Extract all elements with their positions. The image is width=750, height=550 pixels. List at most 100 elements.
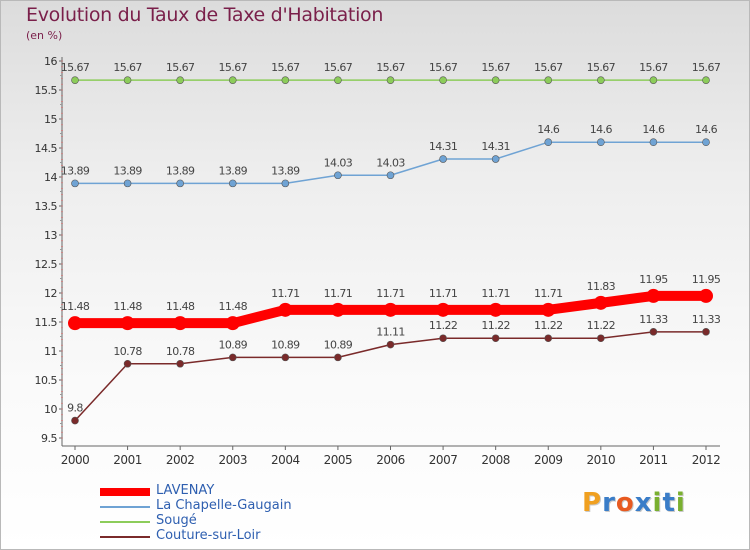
y-tick-label: 15: [44, 113, 57, 126]
y-tick-label: 13.5: [35, 200, 58, 213]
data-point-lavenay: [383, 302, 398, 317]
data-label-lavenay: 11.48: [166, 300, 195, 313]
x-tick-label: 2010: [587, 453, 616, 467]
y-tick-label: 15.5: [35, 84, 58, 97]
data-label-couture-sur-loir: 11.33: [639, 313, 668, 326]
data-point-lavenay: [488, 302, 503, 317]
data-label-couture-sur-loir: 11.11: [376, 326, 405, 339]
data-point-la-chapelle-gaugain: [228, 179, 237, 188]
data-point-la-chapelle-gaugain: [702, 138, 710, 146]
data-point-souge: [334, 76, 342, 84]
data-label-la-chapelle-gaugain: 14.6: [642, 123, 665, 136]
data-label-la-chapelle-gaugain: 14.6: [695, 123, 718, 136]
data-label-lavenay: 11.95: [692, 273, 721, 286]
data-label-couture-sur-loir: 11.33: [692, 313, 721, 326]
y-tick-label: 10: [44, 403, 57, 416]
data-label-la-chapelle-gaugain: 13.89: [166, 164, 195, 177]
data-label-la-chapelle-gaugain: 14.03: [324, 156, 353, 169]
data-label-souge: 15.67: [324, 61, 353, 74]
data-point-la-chapelle-gaugain: [597, 138, 605, 146]
data-point-lavenay: [593, 295, 608, 310]
data-point-lavenay: [278, 302, 293, 317]
data-point-souge: [597, 76, 605, 84]
y-tick-label: 16: [44, 55, 57, 68]
data-point-lavenay: [225, 316, 240, 331]
data-label-la-chapelle-gaugain: 14.6: [537, 123, 560, 136]
x-tick-label: 2005: [324, 453, 353, 467]
data-point-couture-sur-loir: [71, 416, 79, 425]
data-point-couture-sur-loir: [491, 334, 500, 343]
data-label-la-chapelle-gaugain: 14.6: [590, 123, 613, 136]
data-point-couture-sur-loir: [281, 353, 290, 362]
x-tick-label: 2008: [481, 453, 510, 467]
y-tick-label: 11.5: [35, 316, 58, 329]
data-point-couture-sur-loir: [386, 340, 395, 349]
data-label-souge: 15.67: [692, 61, 721, 74]
data-label-lavenay: 11.71: [481, 287, 510, 300]
data-label-lavenay: 11.71: [429, 287, 458, 300]
data-point-souge: [228, 76, 237, 84]
logo-letter: x: [634, 488, 653, 518]
data-point-lavenay: [120, 316, 135, 331]
data-point-lavenay: [330, 302, 345, 317]
data-point-souge: [649, 76, 658, 84]
data-label-souge: 15.67: [429, 61, 458, 74]
data-label-couture-sur-loir: 11.22: [429, 319, 458, 332]
data-point-souge: [544, 76, 553, 84]
data-label-lavenay: 11.95: [639, 273, 668, 286]
data-point-lavenay: [646, 288, 661, 303]
data-label-lavenay: 11.48: [219, 300, 248, 313]
legend-label-couture-sur-loir: Couture-sur-Loir: [156, 528, 261, 543]
data-point-couture-sur-loir: [649, 328, 658, 336]
logo-letter: i: [652, 488, 663, 518]
data-label-souge: 15.67: [376, 61, 405, 74]
x-tick-label: 2009: [534, 453, 563, 467]
data-point-lavenay: [541, 302, 556, 317]
data-label-couture-sur-loir: 10.78: [166, 345, 195, 358]
data-point-la-chapelle-gaugain: [386, 171, 395, 180]
data-label-lavenay: 11.48: [61, 300, 90, 313]
data-point-couture-sur-loir: [123, 359, 132, 368]
data-label-souge: 15.67: [534, 61, 563, 74]
y-tick-label: 12: [44, 287, 57, 300]
data-point-lavenay: [436, 302, 451, 317]
data-point-couture-sur-loir: [597, 334, 605, 343]
data-label-couture-sur-loir: 10.89: [271, 338, 300, 351]
data-label-souge: 15.67: [481, 61, 510, 74]
data-point-la-chapelle-gaugain: [176, 179, 184, 188]
y-tick-label: 11: [44, 345, 57, 358]
logo-letter: o: [615, 488, 635, 518]
logo-letter: i: [675, 488, 686, 518]
data-label-couture-sur-loir: 10.89: [324, 338, 353, 351]
data-point-la-chapelle-gaugain: [71, 179, 79, 188]
data-label-couture-sur-loir: 10.78: [113, 345, 142, 358]
data-point-souge: [386, 76, 395, 84]
data-point-couture-sur-loir: [334, 353, 342, 362]
data-label-souge: 15.67: [587, 61, 616, 74]
data-label-couture-sur-loir: 11.22: [587, 319, 616, 332]
data-point-lavenay: [699, 288, 713, 303]
proxiti-logo: Proxiti: [582, 488, 686, 518]
data-label-lavenay: 11.71: [376, 287, 405, 300]
data-label-souge: 15.67: [219, 61, 248, 74]
x-tick-label: 2007: [429, 453, 458, 467]
chart-title: Evolution du Taux de Taxe d'Habitation: [26, 4, 384, 26]
legend-label-la-chapelle-gaugain: La Chapelle-Gaugain: [156, 498, 292, 513]
x-tick-label: 2006: [376, 453, 405, 467]
data-label-la-chapelle-gaugain: 13.89: [61, 164, 90, 177]
data-point-souge: [491, 76, 500, 84]
data-point-la-chapelle-gaugain: [649, 138, 658, 146]
data-point-la-chapelle-gaugain: [439, 155, 447, 163]
data-label-la-chapelle-gaugain: 14.31: [429, 140, 458, 153]
x-tick-label: 2004: [271, 453, 300, 467]
data-label-la-chapelle-gaugain: 13.89: [113, 164, 142, 177]
data-label-souge: 15.67: [166, 61, 195, 74]
y-tick-label: 14: [44, 171, 57, 184]
data-label-lavenay: 11.83: [587, 280, 616, 293]
data-point-souge: [123, 76, 132, 84]
data-label-souge: 15.67: [61, 61, 90, 74]
data-point-couture-sur-loir: [228, 353, 237, 362]
data-point-souge: [439, 76, 447, 84]
